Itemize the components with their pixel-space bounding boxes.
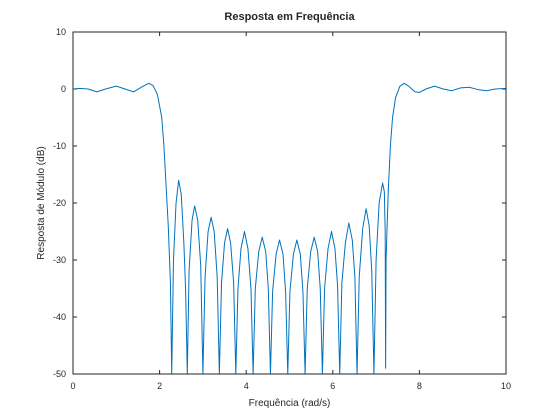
chart-title: Resposta em Frequência [224, 11, 355, 23]
y-tick-label: 10 [56, 27, 66, 37]
x-tick-label: 2 [157, 381, 162, 391]
plot-frame [72, 31, 507, 375]
x-tick-label: 6 [330, 381, 335, 391]
y-tick-label: -40 [53, 312, 66, 322]
series-line-0 [72, 82, 507, 375]
x-axis-label: Frequência (rad/s) [249, 398, 331, 409]
x-axis-ticks: 0 2 4 6 8 10 [70, 32, 511, 391]
x-tick-label: 0 [70, 381, 75, 391]
y-tick-label: -10 [53, 141, 66, 151]
y-tick-label: -50 [53, 369, 66, 379]
x-tick-label: 4 [244, 381, 249, 391]
x-tick-label: 10 [501, 381, 511, 391]
y-axis-label: Resposta de Módulo (dB) [36, 146, 47, 259]
y-tick-label: -30 [53, 255, 66, 265]
series-layer [72, 82, 507, 375]
y-tick-label: 0 [61, 84, 66, 94]
y-tick-label: -20 [53, 198, 66, 208]
x-tick-label: 8 [417, 381, 422, 391]
